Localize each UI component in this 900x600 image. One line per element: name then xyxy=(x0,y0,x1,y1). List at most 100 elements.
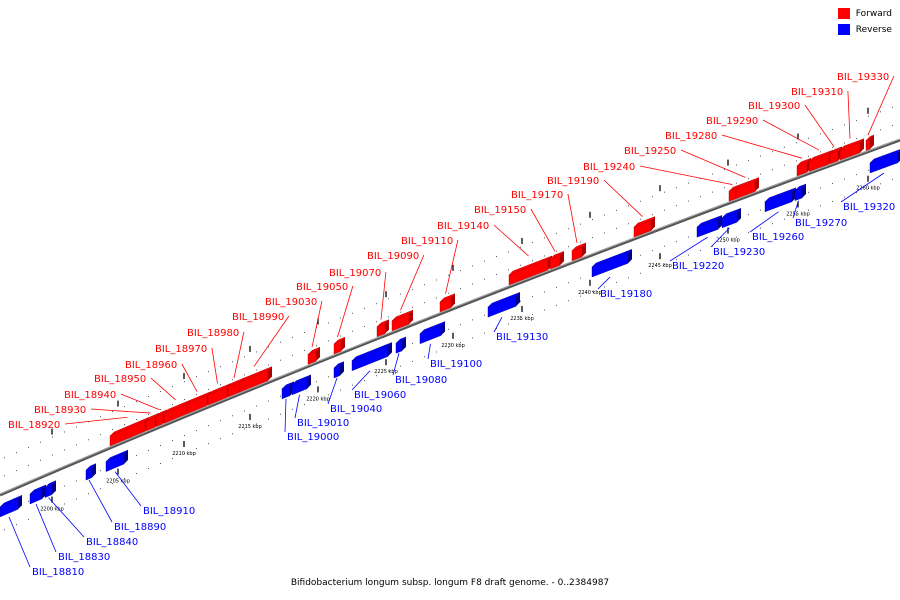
track-dot xyxy=(760,209,761,211)
track-dot xyxy=(364,307,365,309)
label-BIL_19070: BIL_19070 xyxy=(329,268,381,279)
track-dot xyxy=(76,426,77,428)
label-BIL_19110: BIL_19110 xyxy=(401,236,453,247)
gene-reverse-BIL_19180 xyxy=(591,253,629,278)
gene-forward-BIL_19030 xyxy=(307,350,317,365)
label-BIL_19040: BIL_19040 xyxy=(330,404,382,415)
gene-reverse-BIL_19230 xyxy=(721,211,738,229)
label-BIL_18970-leader xyxy=(211,347,218,384)
label-BIL_19310-leader xyxy=(847,90,851,139)
track-dot xyxy=(28,464,29,466)
gene-reverse-BIL_19320 xyxy=(869,152,899,174)
gene-forward-BIL_19190-side xyxy=(651,216,655,231)
label-BIL_18910: BIL_18910 xyxy=(143,506,195,517)
track-dot xyxy=(760,155,761,157)
track-dot xyxy=(844,178,845,180)
track-dot xyxy=(460,288,461,290)
track-dot xyxy=(340,389,341,391)
track-dot xyxy=(784,146,785,148)
tick-label: 2205 kbp xyxy=(106,479,130,485)
gene-reverse-BIL_19040 xyxy=(333,365,341,379)
gene-forward-BIL_19250 xyxy=(735,181,756,199)
track-dot xyxy=(736,236,737,238)
track-dot xyxy=(832,146,833,148)
track-dot xyxy=(304,350,305,352)
track-dot xyxy=(592,219,593,221)
track-dot xyxy=(616,227,617,229)
track-dot xyxy=(184,381,185,383)
track-dot xyxy=(496,256,497,258)
label-BIL_19060-leader xyxy=(351,370,371,391)
track-dot xyxy=(16,452,17,454)
backbone-shadow xyxy=(0,138,900,497)
gene-forward-BIL_19030-side xyxy=(316,347,320,362)
gene-forward-BIL_19190 xyxy=(633,220,652,238)
track-dot xyxy=(544,309,545,311)
track-dot xyxy=(376,303,377,305)
track-dot xyxy=(16,470,17,472)
label-BIL_19000-leader xyxy=(284,398,287,433)
track-dot xyxy=(640,272,641,274)
track-dot xyxy=(604,232,605,234)
label-BIL_18890-leader xyxy=(88,479,113,523)
gene-reverse-BIL_19040-side xyxy=(340,361,344,376)
track-dot xyxy=(340,335,341,337)
label-BIL_19260-leader xyxy=(749,211,779,233)
gene-forward-BIL_19170-side xyxy=(582,242,586,257)
track-dot xyxy=(136,455,137,457)
track-dot xyxy=(604,214,605,216)
gene-reverse-BIL_19260 xyxy=(764,191,793,213)
label-BIL_19330-leader xyxy=(867,75,895,136)
tick-label: 2240 kbp xyxy=(578,290,602,296)
label-BIL_19220-leader xyxy=(669,236,708,262)
track-dot xyxy=(892,178,893,180)
label-BIL_19180-leader xyxy=(597,276,611,290)
track-dot xyxy=(616,209,617,211)
track-dot xyxy=(748,160,749,162)
track-dot xyxy=(472,283,473,285)
label-BIL_18920-leader xyxy=(64,416,128,425)
genome-backbone xyxy=(0,138,900,497)
track-dot xyxy=(268,418,269,420)
track-dot xyxy=(616,281,617,283)
track-dot xyxy=(220,384,221,386)
track-dot xyxy=(40,459,41,461)
track-dot xyxy=(220,366,221,368)
tick-label: 2245 kbp xyxy=(648,263,672,269)
tick-label: 2215 kbp xyxy=(238,424,262,430)
gene-reverse-BIL_18810-side xyxy=(18,495,22,510)
track-dot xyxy=(868,187,869,189)
track-dot xyxy=(148,450,149,452)
track-dot xyxy=(568,300,569,302)
gene-reverse-BIL_19010 xyxy=(291,378,308,396)
track-dot xyxy=(4,475,5,477)
label-BIL_19220: BIL_19220 xyxy=(672,261,724,272)
legend: Forward Reverse xyxy=(837,8,892,40)
track-dot xyxy=(376,321,377,323)
track-dot xyxy=(484,332,485,334)
track-dot xyxy=(88,493,89,495)
track-dot xyxy=(196,394,197,396)
track-dot xyxy=(100,470,101,472)
track-dot xyxy=(412,360,413,362)
label-BIL_19280-leader xyxy=(721,134,803,159)
tick-label: 2230 kbp xyxy=(441,343,465,349)
label-BIL_19190-leader xyxy=(603,179,643,217)
track-dot xyxy=(364,325,365,327)
track-dot xyxy=(292,336,293,338)
track-dot xyxy=(676,241,677,243)
track-dot xyxy=(544,255,545,257)
track-dot xyxy=(688,254,689,256)
track-dot xyxy=(556,286,557,288)
label-BIL_19090: BIL_19090 xyxy=(367,251,419,262)
label-BIL_19250-leader xyxy=(680,149,746,178)
track-dot xyxy=(328,394,329,396)
track-dot xyxy=(820,133,821,135)
track-dot xyxy=(856,192,857,194)
track-dot xyxy=(244,410,245,412)
track-dot xyxy=(532,242,533,244)
gene-reverse-BIL_18830 xyxy=(29,488,43,505)
track-dot xyxy=(76,444,77,446)
gene-forward-BIL_19110 xyxy=(439,297,452,313)
